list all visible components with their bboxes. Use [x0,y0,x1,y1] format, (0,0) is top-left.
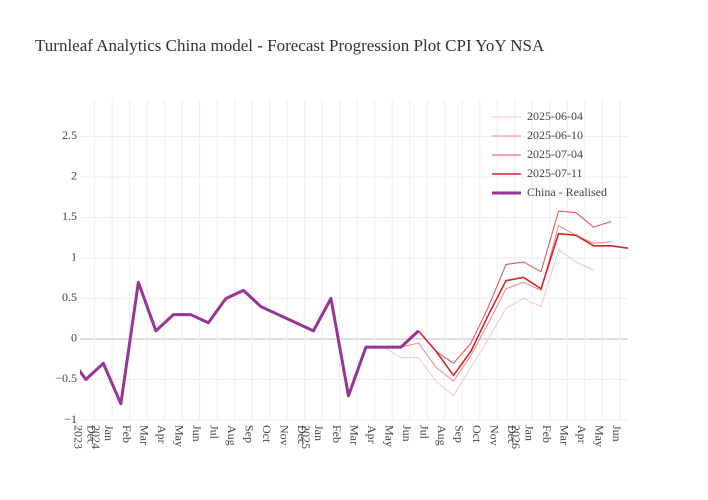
legend-label: 2025-07-04 [527,147,583,161]
series-line [383,249,594,397]
x-tick-label: Apr [155,425,169,444]
legend-label: 2025-07-11 [527,166,583,180]
x-tick-label: May [382,425,396,447]
legend: 2025-06-04 2025-06-10 2025-07-04 2025-07-11… [492,109,607,199]
x-tick-label: Feb [120,425,134,443]
legend-label: 2025-06-10 [527,128,583,142]
x-tick-label: Mar [347,425,361,445]
x-tick-label: Feb [330,425,344,443]
x-tick-label: Jul [207,425,221,440]
x-tick-label: Jan2026 [509,425,536,449]
x-tick-label: Jun [610,425,624,442]
x-tick-label: Oct [470,425,484,443]
series-line [80,280,420,406]
legend-label: 2025-06-04 [527,109,583,123]
x-tick-label: Dec [295,425,309,444]
grid [80,100,628,421]
chart-title: Turnleaf Analytics China model - Forecas… [35,36,545,55]
x-tick-label: Aug [435,425,449,446]
x-tick-label: Jan2024 [89,425,116,449]
x-tick-label: Apr [365,425,379,444]
x-tick-label: Oct [260,425,274,443]
x-tick-label: Mar [137,425,151,445]
x-tick-label: Nov [277,425,291,446]
legend-label: China - Realised [527,185,607,199]
plot-area [80,210,628,406]
y-tick-label: 2 [71,169,77,183]
x-tick-label: Jun [190,425,204,442]
x-tick-label: May [172,425,186,447]
x-tick-label: Aug [225,425,239,446]
x-tick-label: Sep [242,425,256,443]
y-tick-label: 2.5 [62,128,77,142]
y-tick-label: −0.5 [55,371,77,385]
series-line [417,232,628,377]
x-tick-label: Dec2023 [72,425,99,449]
x-tick-label: Mar [558,425,572,445]
x-tick-label: Apr [575,425,589,444]
y-tick-label: 0 [71,331,77,345]
x-tick-label: Sep [453,425,467,443]
x-tick-label: Jun [400,425,414,442]
x-tick-label: Dec [505,425,519,444]
y-tick-label: 1.5 [62,209,77,223]
y-tick-label: 1 [71,250,77,264]
series-line [418,210,612,364]
x-tick-label: May [593,425,607,447]
x-tick-label: Jul [417,425,431,440]
series-line [400,225,612,382]
y-tick-label: −1 [64,412,77,426]
x-tick-label: Nov [488,425,502,446]
y-tick-label: 0.5 [62,290,77,304]
x-tick-label: Jan2025 [299,425,326,449]
x-tick-label: Feb [540,425,554,443]
